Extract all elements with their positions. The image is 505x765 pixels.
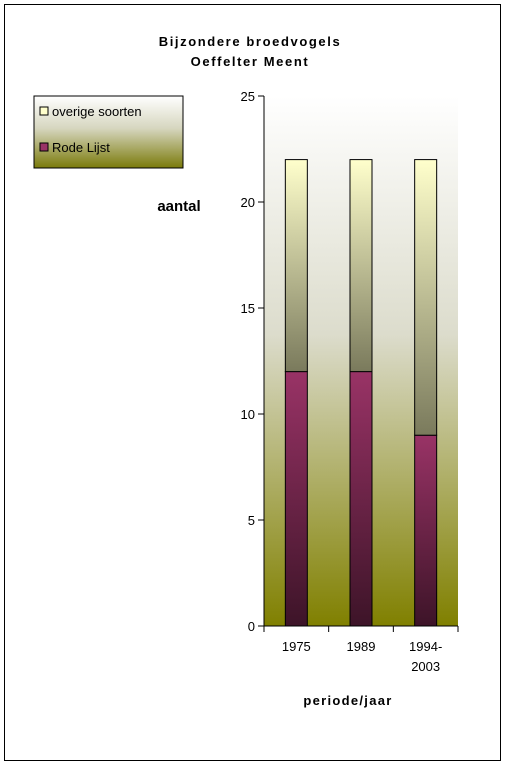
legend-label: Rode Lijst <box>52 140 110 155</box>
y-tick-label: 0 <box>248 619 255 634</box>
bar-segment <box>284 159 308 373</box>
bars <box>284 159 438 627</box>
x-category-label: 1989 <box>347 639 376 654</box>
y-tick-label: 10 <box>241 407 255 422</box>
legend-swatch <box>39 106 49 116</box>
chart-title-line-1: Bijzondere broedvogels <box>159 34 342 49</box>
bar-segment <box>349 159 373 373</box>
legend-label: overige soorten <box>52 104 142 119</box>
bar-segment <box>284 371 308 627</box>
x-category-label: 2003 <box>411 659 440 674</box>
legend-box <box>33 95 184 169</box>
bar-segment <box>349 371 373 627</box>
y-axis: 0 5 10 15 20 25 <box>241 89 265 634</box>
y-tick-label: 5 <box>248 513 255 528</box>
x-axis-label: periode/jaar <box>303 693 392 708</box>
y-tick-label: 20 <box>241 195 255 210</box>
x-axis: 1975 1989 1994- 2003 <box>263 625 459 674</box>
legend: overige soorten Rode Lijst <box>33 95 184 169</box>
bar-segment <box>414 434 438 627</box>
bar-segment <box>414 159 438 436</box>
x-category-label: 1975 <box>282 639 311 654</box>
y-tick-label: 15 <box>241 301 255 316</box>
x-category-label: 1994- <box>409 639 442 654</box>
y-tick-label: 25 <box>241 89 255 104</box>
y-axis-label: aantal <box>157 198 200 215</box>
legend-swatch <box>39 142 49 152</box>
chart-title-line-2: Oeffelter Meent <box>191 54 310 69</box>
